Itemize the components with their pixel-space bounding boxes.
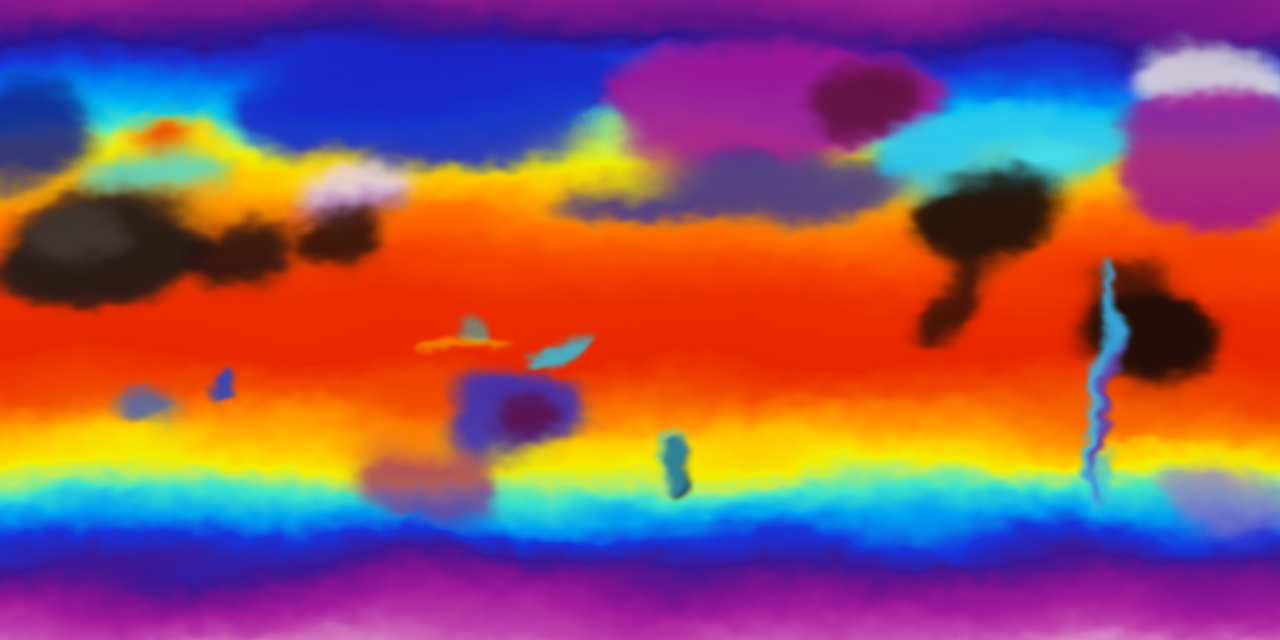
great-lakes-cyan bbox=[997, 141, 1085, 175]
andes-cyan-ridge bbox=[1081, 275, 1111, 515]
new-zealand-cyan-rim bbox=[661, 434, 697, 484]
north-pacific-cold-front bbox=[555, 161, 935, 207]
central-us-hot-dark bbox=[926, 170, 1074, 264]
canada-cyan bbox=[895, 106, 1125, 194]
new-guinea-ridge bbox=[528, 333, 588, 359]
siberia-cold-blue bbox=[235, 44, 625, 166]
iceland-cold-navy bbox=[0, 88, 94, 188]
sahara-gray-sheen bbox=[14, 211, 130, 267]
europe-warm-red bbox=[135, 131, 191, 161]
north-atlantic-magenta bbox=[1115, 81, 1280, 249]
tibet-purple-fringe bbox=[288, 192, 416, 222]
patagonia-cyan bbox=[1091, 434, 1119, 506]
arabia-hot-dark bbox=[187, 213, 295, 289]
mexico-hot-dark bbox=[925, 255, 977, 339]
south-africa-cool bbox=[130, 398, 184, 444]
alaska-dark-maroon bbox=[813, 58, 919, 140]
india-hot-dark bbox=[299, 213, 393, 281]
argentina-warm bbox=[1103, 421, 1163, 459]
southern-ocean-storm bbox=[346, 435, 502, 523]
java-warm-strip bbox=[396, 334, 508, 358]
south-atlantic-pink-swirl bbox=[1165, 476, 1280, 534]
australia-interior-maroon bbox=[490, 398, 566, 444]
madagascar-cool bbox=[221, 376, 241, 416]
regional-temperature-features-soft bbox=[0, 28, 1280, 534]
mediterranean-cyan bbox=[77, 164, 233, 194]
regional-temperature-features-crisp bbox=[221, 275, 1163, 515]
